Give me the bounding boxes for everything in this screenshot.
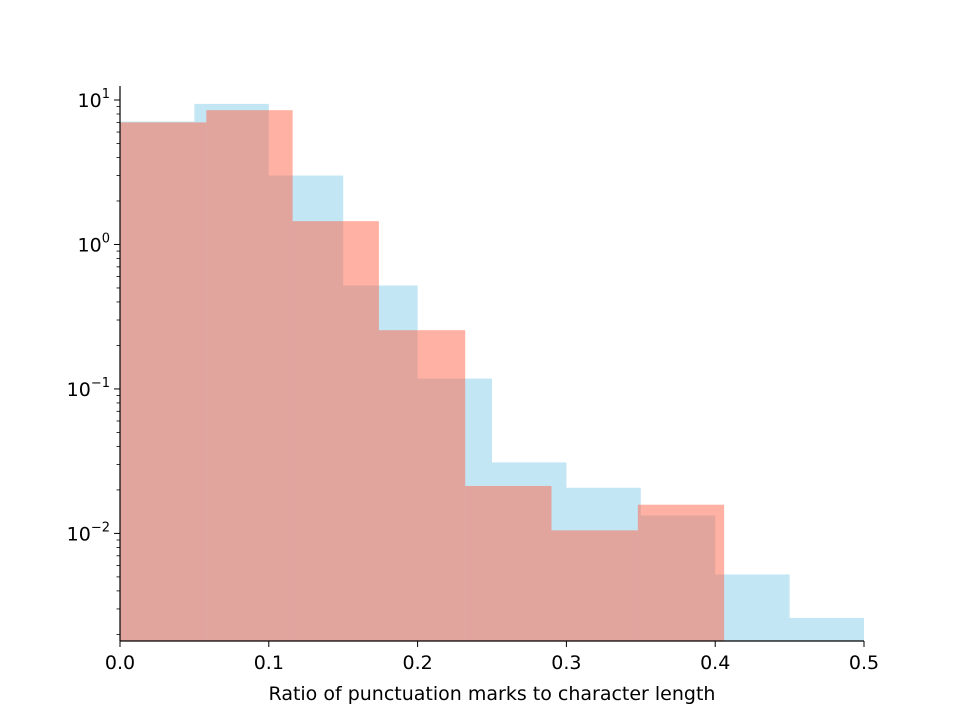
bar-s2-5: [465, 485, 552, 641]
bar-s2-2: [206, 110, 293, 641]
y-tick-label-2: 10−1: [67, 376, 110, 401]
x-tick-label-5: 0.5: [849, 652, 879, 674]
bar-s2-3: [292, 221, 379, 642]
bar-s2-4: [378, 330, 466, 641]
y-tick-label-0: 101: [78, 87, 110, 112]
x-tick-label-4: 0.4: [700, 652, 730, 674]
y-tick-label-3: 10−2: [67, 520, 110, 545]
bar-s2-7: [637, 504, 725, 641]
bar-s1-10: [789, 617, 864, 641]
y-tick-label-1: 100: [78, 231, 110, 256]
x-tick-label-1: 0.1: [254, 652, 284, 674]
bars-layer: [120, 103, 864, 642]
x-tick-label-2: 0.2: [402, 652, 432, 674]
series-2: [120, 110, 725, 642]
x-tick-label-3: 0.3: [551, 652, 581, 674]
x-axis-label: Ratio of punctuation marks to character …: [269, 683, 716, 705]
bar-s2-1: [120, 122, 207, 641]
x-tick-label-0: 0.0: [105, 652, 135, 674]
bar-s1-9: [715, 574, 790, 641]
axes-layer: 0.0 0.1 0.2 0.3 0.4 0.5 101 100 10−1 10−2: [67, 86, 879, 674]
bar-s2-6: [551, 530, 638, 641]
